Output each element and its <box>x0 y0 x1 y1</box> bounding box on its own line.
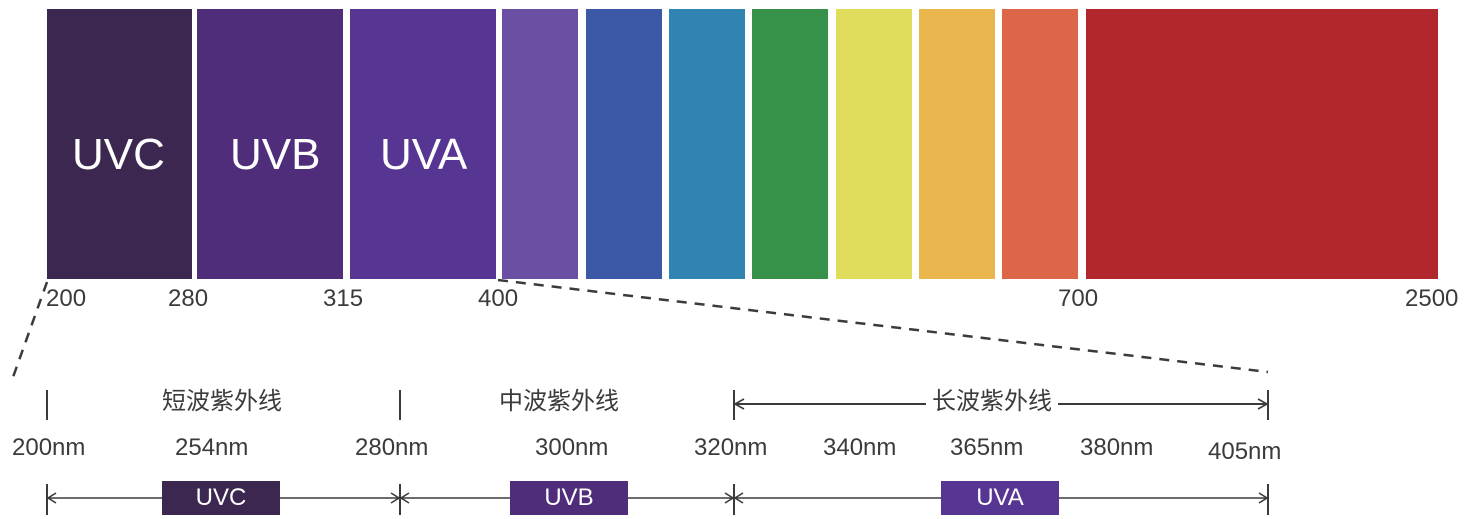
pill-uva: UVA <box>941 481 1059 515</box>
arrowhead-uvb-right <box>724 492 735 504</box>
tick-2500: 2500 <box>1405 285 1459 312</box>
zone-title-medium-wave: 中波紫外线 <box>493 390 625 414</box>
tick-280: 280 <box>168 285 209 312</box>
arrowhead-uvc-right <box>390 492 401 504</box>
band-blue <box>586 9 662 279</box>
arrowhead-uva-bottom-left <box>733 492 744 504</box>
nm-200: 200nm <box>12 434 86 461</box>
band-red-orange <box>1002 9 1078 279</box>
band-yellow <box>836 9 912 279</box>
band-violet <box>502 9 578 279</box>
nm-365: 365nm <box>950 434 1024 461</box>
nm-405: 405nm <box>1208 438 1282 465</box>
nm-340: 340nm <box>823 434 897 461</box>
arrowhead-uvb-left <box>399 492 410 504</box>
band-uva: UVA <box>350 9 496 279</box>
arrowhead-uva-bottom-right <box>1258 492 1269 504</box>
nm-380: 380nm <box>1080 434 1154 461</box>
band-orange <box>919 9 995 279</box>
band-label-uvc: UVC <box>72 130 165 179</box>
band-green <box>752 9 828 279</box>
arrowhead-uvc-left <box>46 492 57 504</box>
band-label-uvb: UVB <box>230 130 321 179</box>
zone-title-short-wave: 短波紫外线 <box>156 390 288 414</box>
tick-200: 200 <box>46 285 87 312</box>
nm-300: 300nm <box>535 434 609 461</box>
pill-uvc: UVC <box>162 481 280 515</box>
band-uvc: UVC <box>47 9 192 279</box>
band-red <box>1086 9 1438 279</box>
tick-400: 400 <box>478 285 519 312</box>
arrowhead-uva-left <box>733 398 745 410</box>
band-cyan <box>669 9 745 279</box>
tick-700: 700 <box>1058 285 1099 312</box>
tick-315: 315 <box>323 285 364 312</box>
band-uvb: UVB <box>197 9 343 279</box>
nm-254: 254nm <box>175 434 249 461</box>
zone-title-long-wave: 长波紫外线 <box>926 390 1058 414</box>
zoom-line-right <box>497 278 1269 374</box>
pill-uvb: UVB <box>510 481 628 515</box>
nm-320: 320nm <box>694 434 768 461</box>
arrowhead-uva-right <box>1257 398 1269 410</box>
zoom-line-left <box>10 281 49 381</box>
nm-280: 280nm <box>355 434 429 461</box>
band-label-uva: UVA <box>380 130 468 179</box>
